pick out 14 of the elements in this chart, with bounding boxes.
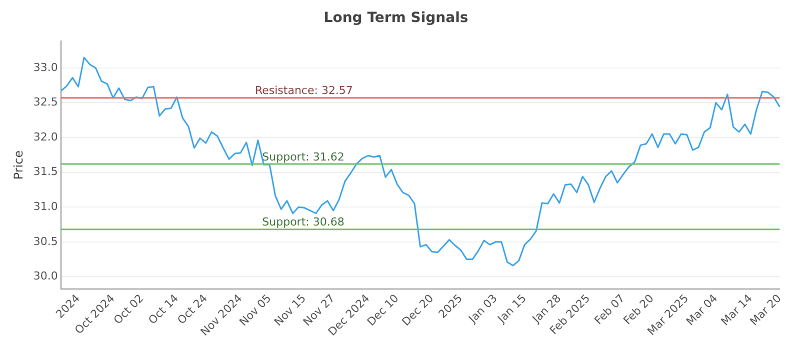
y-tick-label: 30.0 [33,270,58,283]
y-tick-label: 32.0 [33,130,58,144]
chart-title: Long Term Signals [324,10,468,26]
y-axis-title: Price [11,150,26,180]
y-tick-label: 30.5 [33,234,58,248]
y-tick-label: 32.5 [33,96,58,109]
y-tick-label: 31.0 [33,200,58,213]
ref-line-label: Support: 30.68 [262,216,344,229]
ref-line-label: Resistance: 32.57 [254,84,353,98]
x-tick-label: Jan 15 [494,292,529,326]
x-tick-label: Dec 20 [399,292,436,328]
y-tick-label: 33.0 [33,60,58,74]
y-tick-label: 31.5 [33,165,58,178]
ref-line-label: Support: 31.62 [262,150,344,164]
